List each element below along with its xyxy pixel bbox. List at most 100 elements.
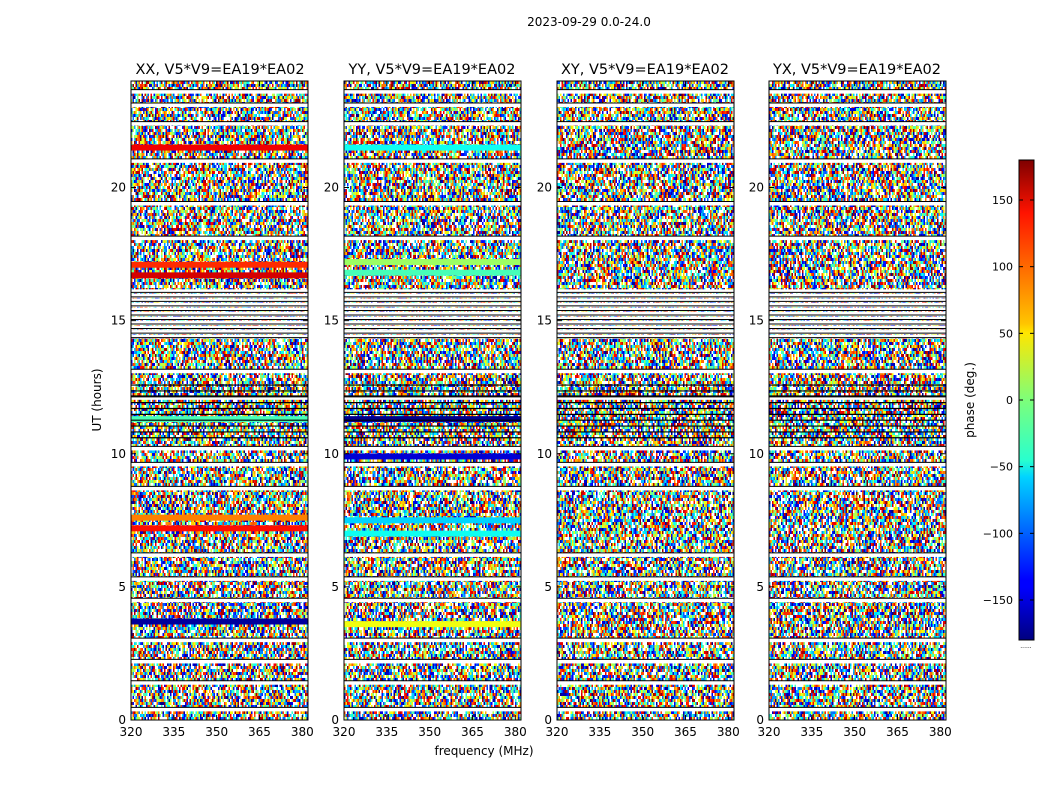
colorbar-label: phase (deg.) [963, 362, 977, 438]
flagged-gap [131, 552, 308, 557]
x-tick-label: 365 [886, 725, 909, 739]
axes-frame [556, 80, 735, 721]
panel-title: XY, V5*V9=EA19*EA02 [561, 62, 729, 78]
flagged-gap [557, 102, 734, 107]
flagged-gap [769, 334, 946, 339]
colorbar-tick-label: 100 [992, 261, 1013, 274]
flagged-gap [769, 330, 946, 335]
y-tick-label: 20 [537, 181, 552, 195]
colorbar-tick-label: 50 [999, 327, 1013, 340]
flagged-gap [557, 395, 734, 400]
panel-xx: XX, V5*V9=EA19*EA02 0 5 10 15 20 320 335 350 365… [111, 62, 314, 739]
flagged-gap [557, 158, 734, 163]
x-tick-label: 365 [461, 725, 484, 739]
flagged-gap [131, 89, 308, 94]
axes-frame [768, 80, 947, 721]
panel-xy: XY, V5*V9=EA19*EA02 0 5 10 15 20 320 335 350 365… [537, 62, 740, 739]
flagged-gap [344, 316, 521, 321]
flagged-gap [769, 321, 946, 326]
flagged-gap [344, 576, 521, 581]
flagged-gap [131, 289, 308, 294]
flagged-gap [131, 598, 308, 603]
phase-band [131, 618, 308, 625]
flagged-gap [344, 446, 521, 451]
flagged-gap [344, 330, 521, 335]
y-tick-label: 20 [111, 181, 126, 195]
flagged-gap [131, 369, 308, 374]
flagged-gap [769, 236, 946, 241]
flagged-gap [557, 307, 734, 312]
y-tick-label: 10 [324, 447, 339, 461]
flagged-gap [557, 334, 734, 339]
y-tick-label: 10 [111, 447, 126, 461]
flagged-gap [344, 293, 521, 298]
flagged-gap [769, 289, 946, 294]
flagged-gap [557, 659, 734, 664]
y-tick-label: 20 [749, 181, 764, 195]
phase-band [344, 453, 521, 460]
flagged-gap [557, 680, 734, 685]
phase-band [131, 514, 308, 521]
phase-band [344, 144, 521, 151]
flagged-gap [131, 121, 308, 126]
flagged-gap [131, 576, 308, 581]
y-tick-label: 0 [331, 713, 339, 727]
x-tick-label: 380 [291, 725, 314, 739]
flagged-gap [769, 293, 946, 298]
flagged-gap [557, 369, 734, 374]
flagged-gap [344, 201, 521, 206]
flagged-gap [344, 102, 521, 107]
panel-plot-area: 0 5 10 15 20 320 335 350 365 380 [537, 80, 740, 739]
flagged-gap [344, 659, 521, 664]
y-tick-label: 15 [324, 314, 339, 328]
colorbar: 150 100 50 0 −50 −100 −150 phase (deg.) ...... [963, 159, 1035, 650]
x-tick-label: 365 [248, 725, 271, 739]
flagged-gap [557, 330, 734, 335]
flagged-gap [344, 158, 521, 163]
flagged-gap [131, 462, 308, 467]
axes-frame [343, 80, 522, 721]
phase-band [131, 416, 308, 423]
panel-plot-area: 0 5 10 15 20 320 335 350 365 380 [111, 80, 314, 739]
x-tick-label: 365 [674, 725, 697, 739]
flagged-gap [769, 298, 946, 303]
y-tick-label: 0 [756, 713, 764, 727]
y-tick-label: 0 [544, 713, 552, 727]
flagged-gap [131, 680, 308, 685]
flagged-gap [344, 680, 521, 685]
flagged-gap [557, 121, 734, 126]
flagged-gap [769, 311, 946, 316]
y-tick-label: 20 [324, 181, 339, 195]
panel-title: XX, V5*V9=EA19*EA02 [135, 62, 304, 78]
panel-title: YX, V5*V9=EA19*EA02 [772, 62, 941, 78]
flagged-gap [557, 89, 734, 94]
flagged-gap [769, 659, 946, 664]
x-tick-label: 350 [418, 725, 441, 739]
phase-noise-image [769, 81, 946, 720]
phase-band [344, 259, 521, 266]
flagged-gap [557, 598, 734, 603]
flagged-gap [344, 307, 521, 312]
flagged-gap [131, 707, 308, 712]
phase-noise-image [557, 81, 734, 720]
flagged-gap [557, 289, 734, 294]
flagged-gap [769, 395, 946, 400]
flagged-gap [769, 102, 946, 107]
flagged-gap [557, 201, 734, 206]
flagged-gap [131, 395, 308, 400]
flagged-gap [131, 298, 308, 303]
x-tick-label: 320 [546, 725, 569, 739]
colorbar-tick-label: 150 [992, 194, 1013, 207]
colorbar-tick-label: −50 [990, 461, 1013, 474]
flagged-gap [557, 576, 734, 581]
flagged-gap [131, 325, 308, 330]
y-tick-label: 5 [118, 580, 126, 594]
y-tick-label: 15 [749, 314, 764, 328]
flagged-gap [131, 102, 308, 107]
flagged-gap [769, 598, 946, 603]
x-axis-label: frequency (MHz) [434, 744, 533, 758]
flagged-gap [557, 311, 734, 316]
flagged-gap [769, 325, 946, 330]
colorbar-tick-label: −150 [983, 594, 1013, 607]
y-tick-label: 0 [118, 713, 126, 727]
